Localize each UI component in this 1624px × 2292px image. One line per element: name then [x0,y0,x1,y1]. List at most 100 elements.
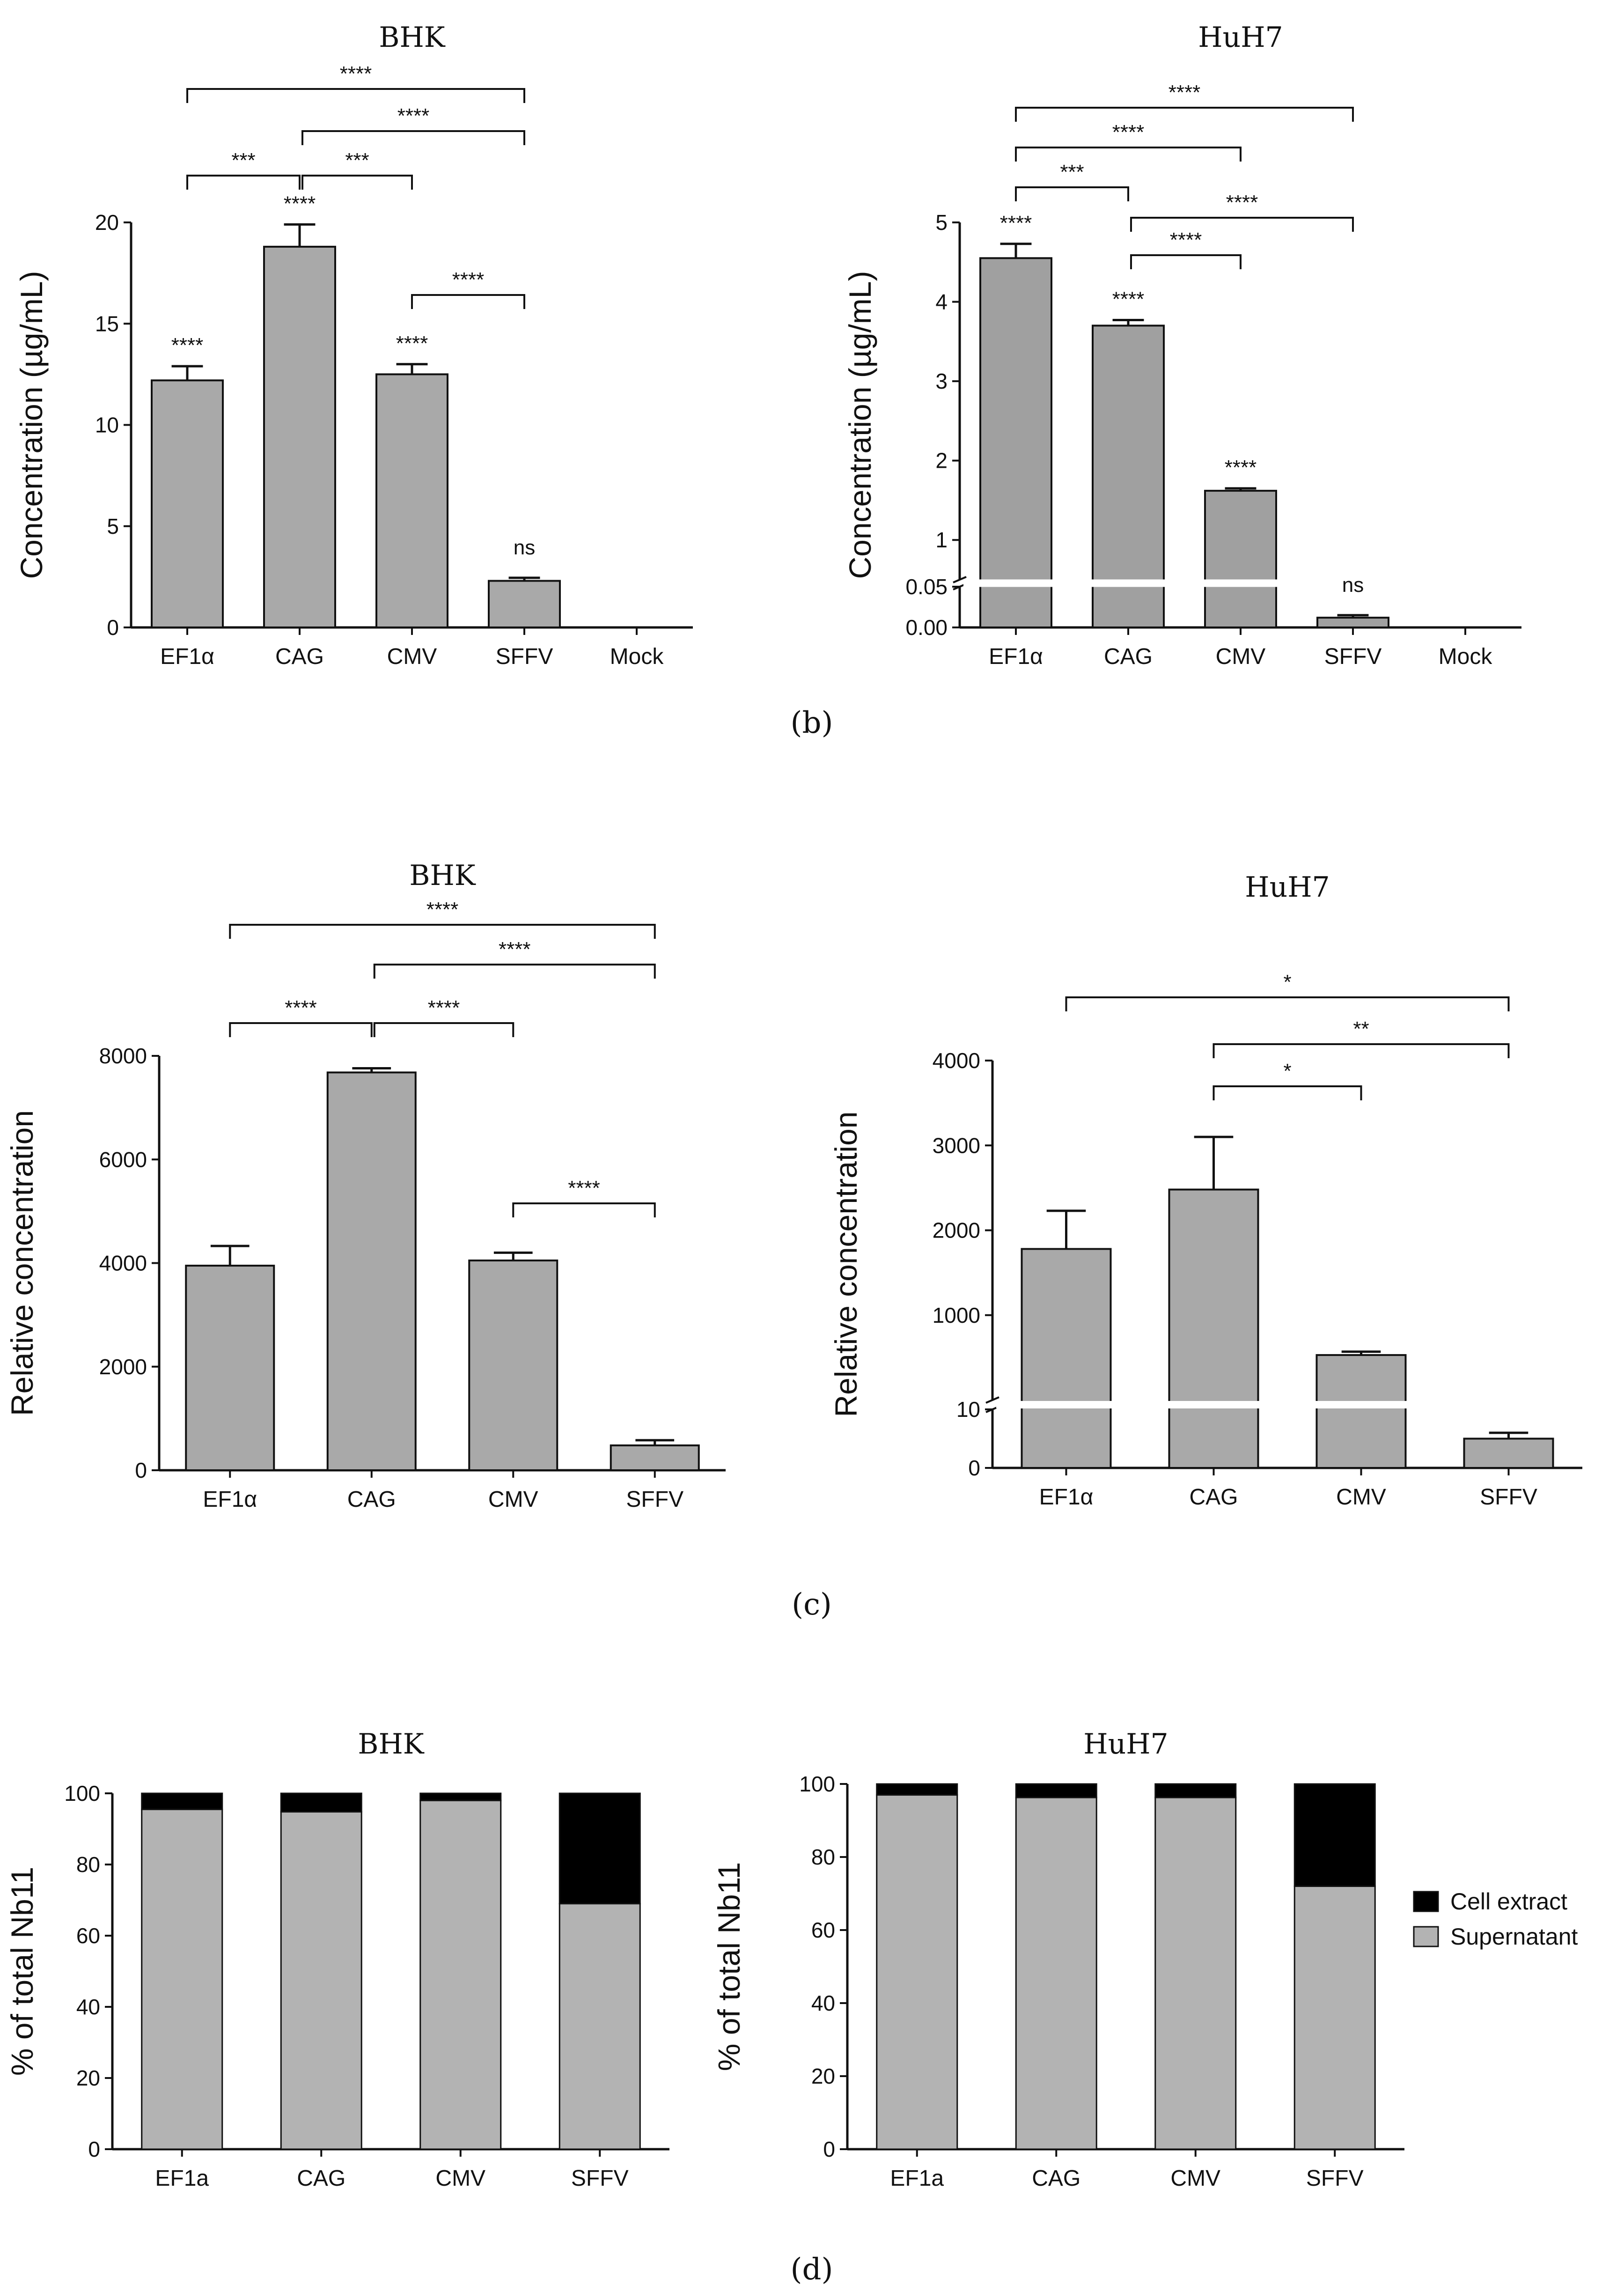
comparison-label: *** [345,149,369,172]
comparison-bracket [1015,107,1354,122]
x-tick-label: EF1a [155,2166,209,2191]
panel-label-c: (c) [792,1587,832,1622]
bar [1315,1354,1407,1469]
comparison-bracket [1130,217,1354,232]
comparison-label: **** [1112,121,1145,144]
y-tick-label: 1 [935,528,948,552]
y-tick-label: 4000 [99,1251,147,1275]
bar-supernatant [1015,1797,1097,2150]
y-tick-label: 20 [811,2064,835,2088]
significance-label: ns [514,536,535,559]
comparison-label: **** [397,104,430,127]
comparison-label: **** [568,1177,600,1200]
bar-supernatant [558,1903,641,2150]
axis-break-mark [953,576,967,583]
bar-cell-extract [141,1792,223,1810]
y-tick-label: 10 [956,1397,980,1422]
bar-cell-extract [1293,1783,1376,1887]
comparison-label: * [1283,1060,1291,1083]
y-axis-label: Relative concentration [5,1110,39,1416]
x-tick-label: Mock [1439,644,1493,669]
comparison-label: **** [1170,228,1202,251]
bar-supernatant [876,1794,958,2150]
bar-supernatant [1293,1885,1376,2150]
comparison-label: **** [285,996,317,1019]
x-tick-label: CAG [1104,644,1153,669]
x-tick-label: CAG [347,1487,396,1512]
comparison-label: **** [452,268,485,291]
bar-supernatant [280,1811,362,2150]
y-tick-label: 40 [811,1991,835,2015]
x-tick-label: CMV [435,2166,485,2191]
y-tick-label: 0 [823,2137,835,2161]
bar [488,580,561,629]
y-axis-label: % of total Nb11 [5,1867,39,2076]
y-tick-label: 4000 [933,1048,980,1073]
y-tick-label: 3000 [933,1133,980,1157]
chart-title: BHK [358,1728,424,1761]
legend-label: Cell extract [1450,1888,1567,1915]
comparison-label: **** [1168,81,1201,104]
y-axis-label: % of total Nb11 [712,1862,746,2071]
comparison-label: *** [231,149,255,172]
chart-b_bhk: BHK Concentration (µg/mL) 0 5 10 15 20 EF1α CAG C… [14,21,693,669]
y-tick-label: 8000 [99,1044,147,1068]
x-tick-label: CMV [387,644,437,669]
chart-title: HuH7 [1245,871,1330,904]
x-tick-label: SFFV [496,644,553,669]
significance-label: **** [1112,288,1145,311]
bar [375,373,448,628]
axis-break-mark [985,1396,999,1404]
y-tick-label: 0 [968,1456,980,1480]
bar [1316,617,1389,628]
comparison-label: **** [340,62,372,85]
bar [610,1444,700,1471]
x-tick-label: SFFV [1324,644,1382,669]
y-tick-label: 2000 [933,1218,980,1243]
x-tick-label: CAG [275,644,324,669]
bar-cell-extract [876,1783,958,1796]
y-tick-label: 15 [95,311,119,336]
x-tick-label: SFFV [1306,2166,1364,2191]
y-tick-label: 0 [135,1458,147,1482]
y-tick-label: 0 [107,615,119,640]
bar-supernatant [1154,1797,1237,2150]
comparison-bracket [301,175,413,190]
x-tick-label: SFFV [1480,1485,1537,1510]
x-tick-label: CMV [1336,1485,1386,1510]
y-tick-label: 100 [64,1781,100,1806]
x-tick-label: SFFV [626,1487,683,1512]
y-tick-label: 4 [935,290,948,314]
axis-break-band [996,1401,1582,1408]
comparison-label: **** [1226,191,1258,214]
comparison-bracket [301,130,525,145]
y-tick-label: 80 [76,1852,100,1877]
bar-cell-extract [280,1792,362,1813]
x-tick-label: CAG [1032,2166,1080,2191]
chart-d_huh7: HuH7 % of total Nb11 0 20 40 60 80 100 EF1a CAG CM… [712,1728,1578,2191]
x-tick-label: EF1α [989,644,1043,669]
bar [263,245,336,628]
comparison-label: **** [499,938,531,961]
y-axis-label: Relative concentration [829,1111,863,1417]
comparison-label: ** [1353,1017,1369,1040]
x-tick-label: CMV [1216,644,1266,669]
comparison-bracket [186,88,525,103]
y-tick-label: 80 [811,1845,835,1869]
bar-cell-extract [1154,1783,1237,1798]
x-tick-label: EF1α [1039,1485,1094,1510]
y-tick-label: 0.05 [905,575,948,599]
bar [1021,1248,1112,1469]
y-axis-label: Concentration (µg/mL) [843,271,877,579]
bar-cell-extract [558,1792,641,1905]
comparison-bracket [186,175,301,190]
y-tick-label: 2 [935,449,948,473]
comparison-bracket [1065,996,1510,1011]
comparison-label: **** [428,996,460,1019]
y-tick-label: 1000 [933,1303,980,1327]
y-tick-label: 20 [76,2066,100,2090]
y-tick-label: 60 [76,1924,100,1948]
comparison-bracket [1015,147,1242,162]
comparison-bracket [229,924,656,939]
